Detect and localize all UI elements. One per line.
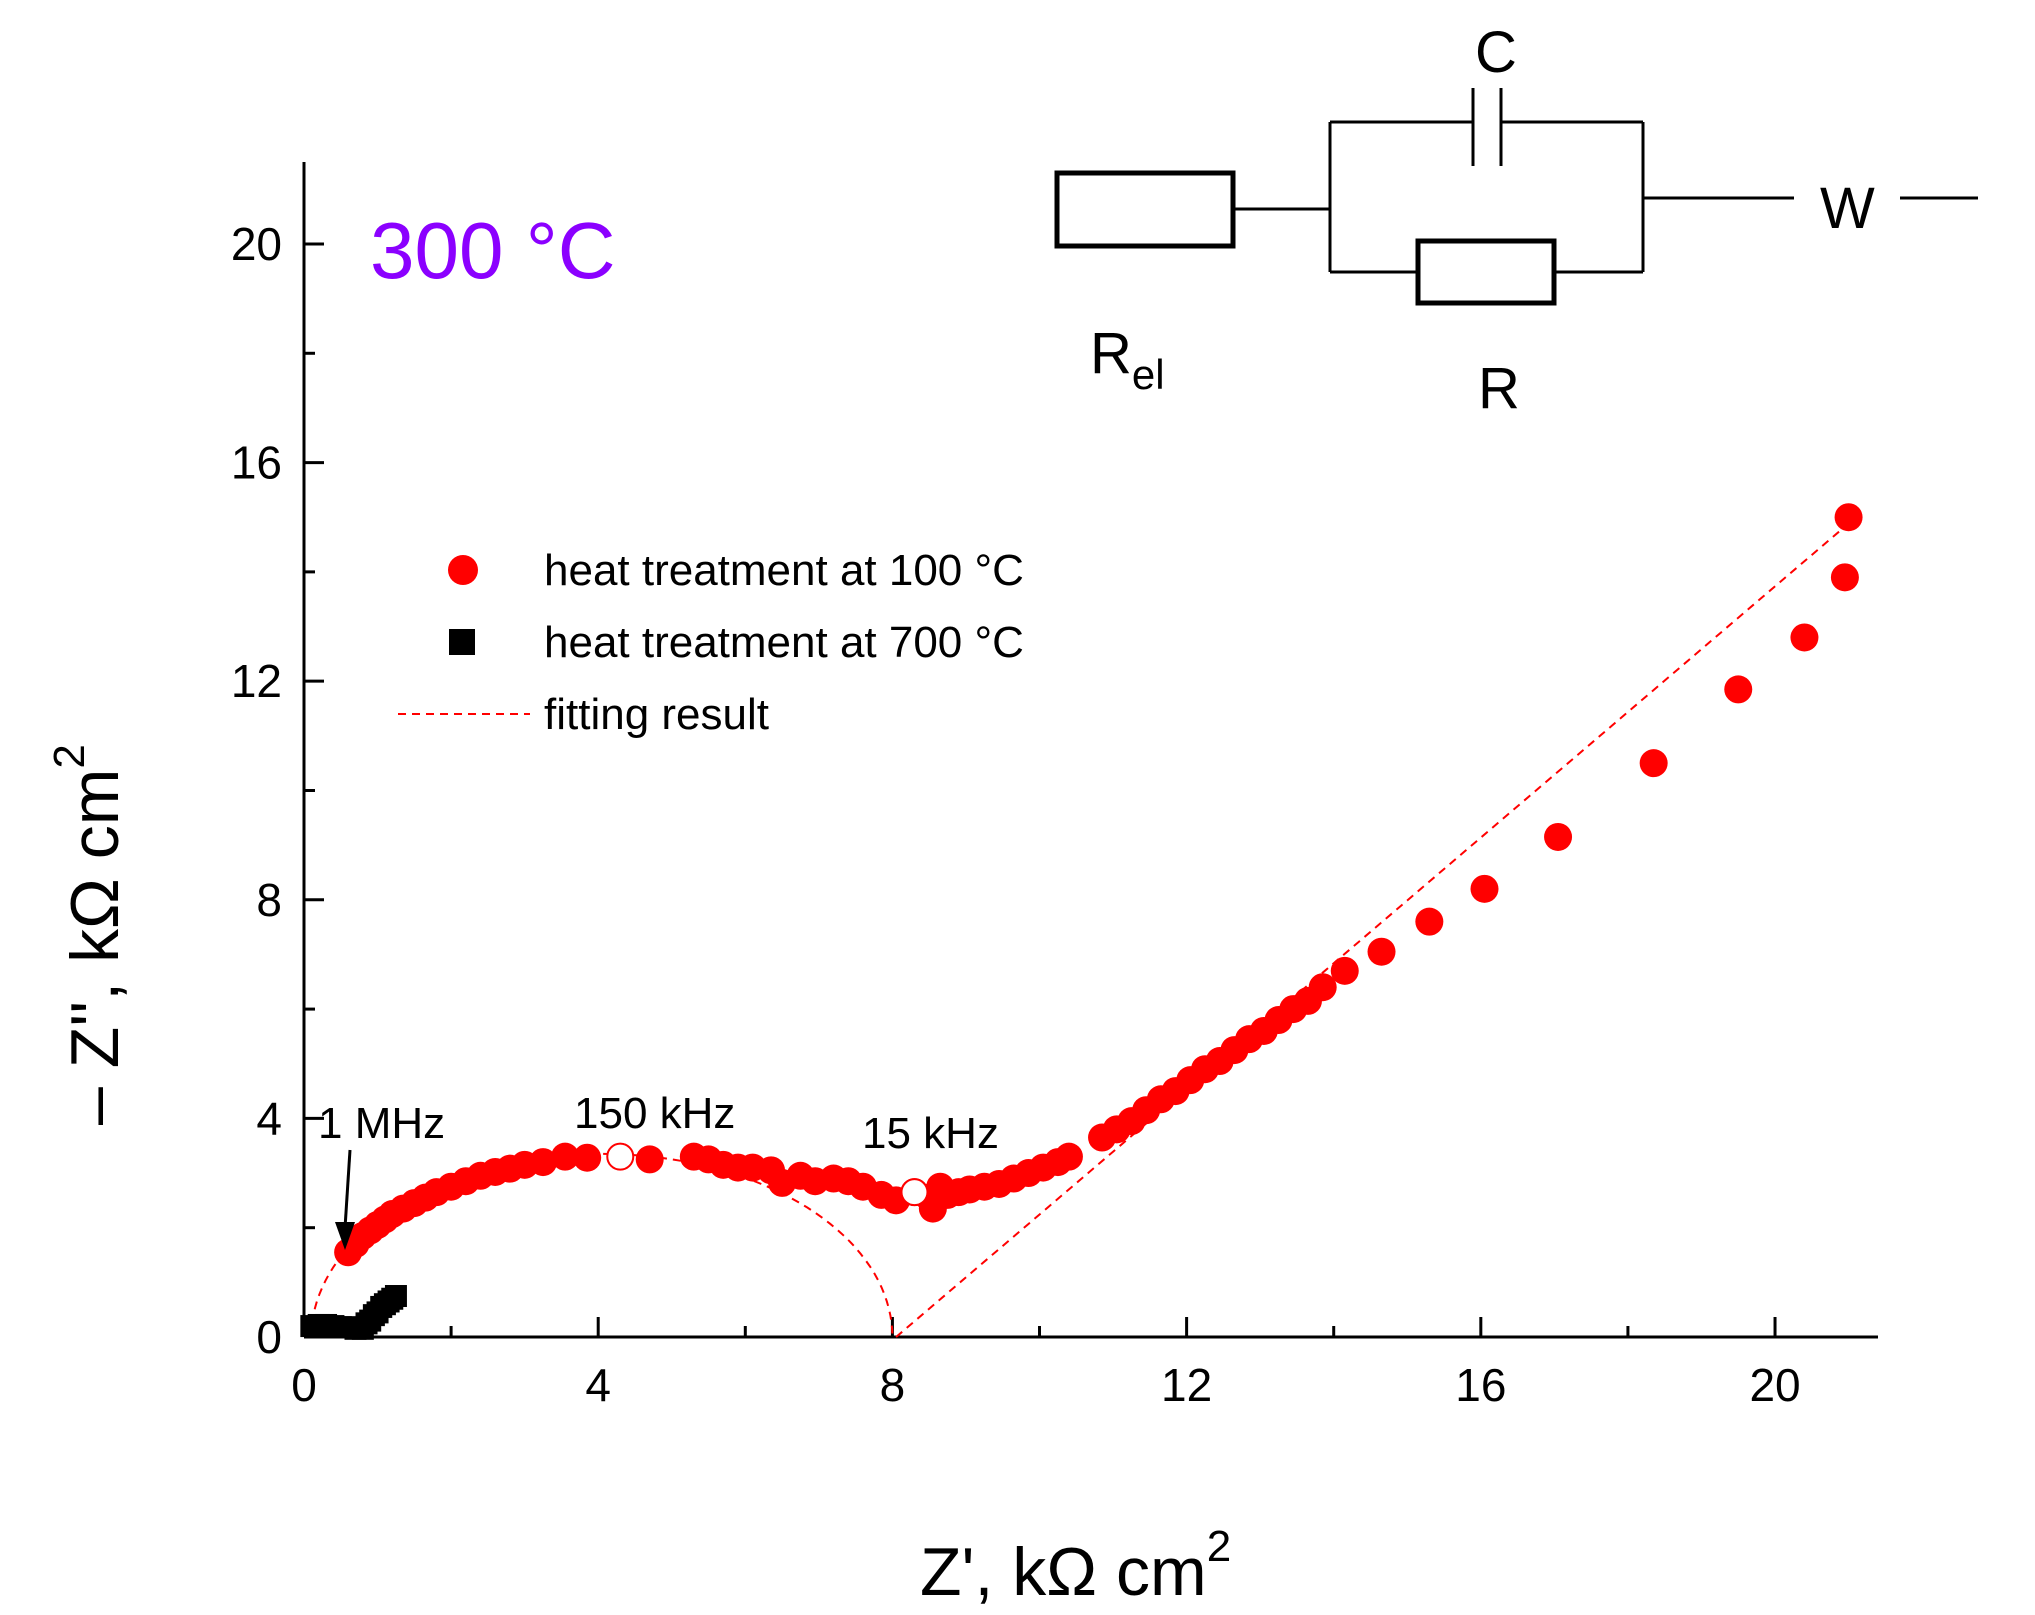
y-tick-label-8: 8 — [256, 874, 282, 926]
frequency-annotations: 1 MHz 150 kHz 15 kHz — [318, 1089, 999, 1250]
legend-marker-700C — [449, 629, 475, 655]
fit-diffusion-line — [895, 516, 1857, 1338]
point-100C-68 — [1470, 874, 1499, 903]
legend: heat treatment at 100 °C heat treatment … — [398, 546, 1024, 739]
x-tick-label-16: 16 — [1455, 1359, 1506, 1411]
temperature-label: 300 °C — [370, 206, 615, 295]
y-axis-title: – Z'', kΩ cm2 — [45, 744, 133, 1125]
resistor-rel-label-sub: el — [1132, 351, 1165, 398]
point-100C-17 — [529, 1148, 558, 1177]
point-100C-67 — [1415, 907, 1444, 936]
y-tick-label-20: 20 — [231, 218, 282, 270]
point-100C-64 — [1308, 973, 1337, 1002]
x-tick-label-0: 0 — [291, 1359, 317, 1411]
capacitor-label: C — [1475, 20, 1517, 85]
y-axis-title-sup: 2 — [45, 744, 94, 768]
point-100C-18 — [551, 1142, 580, 1171]
x-axis-title-text: Z', kΩ cm — [920, 1534, 1207, 1610]
point-100C-72 — [1790, 623, 1819, 652]
legend-marker-100C — [448, 555, 478, 585]
resistor-rel-symbol — [1054, 170, 1236, 249]
legend-label-100C: heat treatment at 100 °C — [544, 546, 1024, 595]
x-ticks: 0 4 8 12 16 20 — [291, 1317, 1801, 1411]
series-100C-points — [334, 503, 1863, 1267]
series-700C-points — [300, 1285, 407, 1340]
x-tick-label-20: 20 — [1749, 1359, 1800, 1411]
point-100C-70 — [1639, 749, 1668, 778]
annotation-1mhz-arrow — [343, 1149, 352, 1229]
point-100C-65 — [1330, 956, 1359, 985]
point-100C-66 — [1367, 937, 1396, 966]
arrow-head-icon — [335, 1222, 355, 1250]
resistor-r-label: R — [1478, 356, 1520, 421]
point-100C-20 — [635, 1145, 664, 1174]
point-700C-16 — [384, 1285, 407, 1308]
point-100C-48 — [1054, 1142, 1083, 1171]
y-ticks: 0 4 8 12 16 20 — [231, 218, 324, 1363]
open-point-100C-1 — [900, 1178, 929, 1207]
annotation-15khz: 15 kHz — [862, 1109, 999, 1158]
y-axis-title-text: – Z'', kΩ cm — [57, 769, 133, 1125]
x-tick-label-8: 8 — [880, 1359, 906, 1411]
equivalent-circuit-diagram: C Rel R W — [1054, 20, 1978, 421]
annotation-1mhz: 1 MHz — [318, 1099, 445, 1148]
x-axis-title-sup: 2 — [1207, 1522, 1231, 1571]
point-100C-19 — [573, 1143, 602, 1172]
point-100C-69 — [1544, 822, 1573, 851]
open-point-100C-0 — [606, 1142, 635, 1171]
legend-label-fit: fitting result — [544, 690, 769, 739]
resistor-rel-label-main: R — [1090, 321, 1132, 386]
x-axis-title: Z', kΩ cm2 — [920, 1522, 1231, 1610]
resistor-rel-label: Rel — [1090, 321, 1165, 398]
resistor-r-symbol — [1415, 238, 1557, 306]
point-100C-71 — [1724, 675, 1753, 704]
point-100C-74 — [1834, 503, 1863, 532]
warburg-label: W — [1820, 176, 1875, 241]
axes — [302, 162, 1878, 1339]
point-100C-73 — [1830, 563, 1859, 592]
y-tick-label-0: 0 — [256, 1311, 282, 1363]
y-tick-label-4: 4 — [256, 1092, 282, 1144]
y-tick-label-16: 16 — [231, 437, 282, 489]
annotation-150khz: 150 kHz — [574, 1089, 735, 1138]
legend-label-700C: heat treatment at 700 °C — [544, 618, 1024, 667]
x-tick-label-4: 4 — [585, 1359, 611, 1411]
y-tick-label-12: 12 — [231, 655, 282, 707]
x-tick-label-12: 12 — [1161, 1359, 1212, 1411]
